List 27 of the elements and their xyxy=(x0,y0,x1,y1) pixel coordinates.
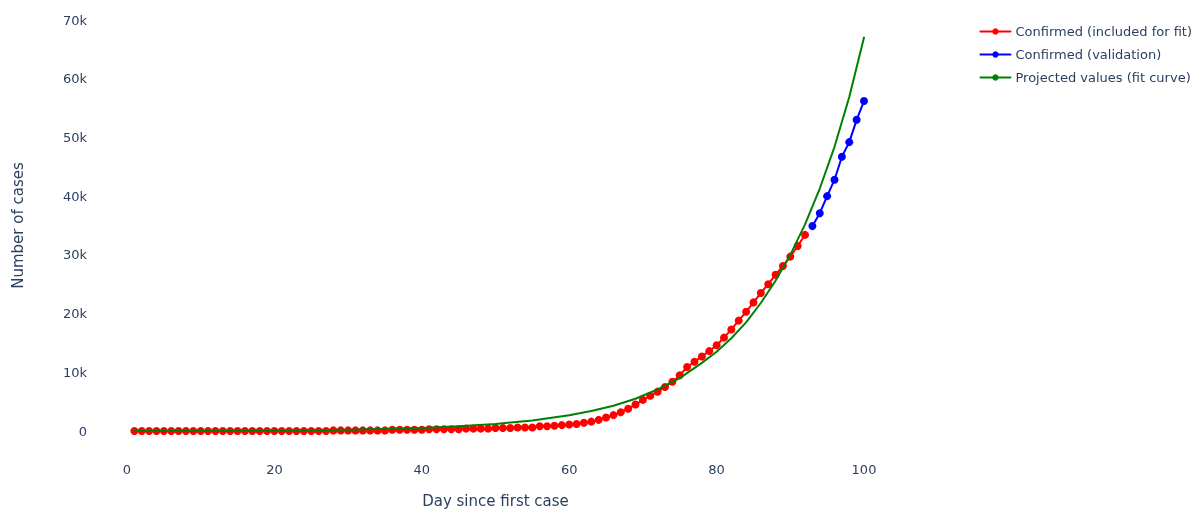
y-tick-label: 10k xyxy=(62,364,88,380)
y-tick-label: 60k xyxy=(62,71,88,87)
y-tick-label: 0 xyxy=(78,423,87,439)
point xyxy=(860,97,868,106)
y-tick-label: 50k xyxy=(62,129,88,145)
point xyxy=(815,209,824,218)
point xyxy=(845,138,854,147)
y-tick-label: 70k xyxy=(62,12,88,28)
legend-label: Confirmed (validation) xyxy=(1015,47,1162,62)
y-tick-label: 40k xyxy=(62,188,88,204)
x-tick-label: 100 xyxy=(851,462,877,477)
x-tick-label: 80 xyxy=(708,462,725,477)
x-tick-label: 40 xyxy=(413,462,431,477)
x-axis-title: Day since first case xyxy=(422,491,569,510)
legend-label: Confirmed (included for fit) xyxy=(1015,24,1193,39)
point xyxy=(823,192,832,201)
y-tick-label: 30k xyxy=(62,247,88,263)
x-tick-label: 20 xyxy=(266,462,283,477)
y-tick-label: 20k xyxy=(62,306,88,322)
legend-label: Projected values (fit curve) xyxy=(1015,70,1191,85)
x-tick-label: 0 xyxy=(122,462,132,477)
point xyxy=(852,115,861,124)
point xyxy=(837,152,846,161)
point xyxy=(808,222,817,231)
point xyxy=(830,175,839,184)
x-tick-label: 60 xyxy=(560,462,578,477)
y-axis-title: Number of cases xyxy=(8,162,27,289)
